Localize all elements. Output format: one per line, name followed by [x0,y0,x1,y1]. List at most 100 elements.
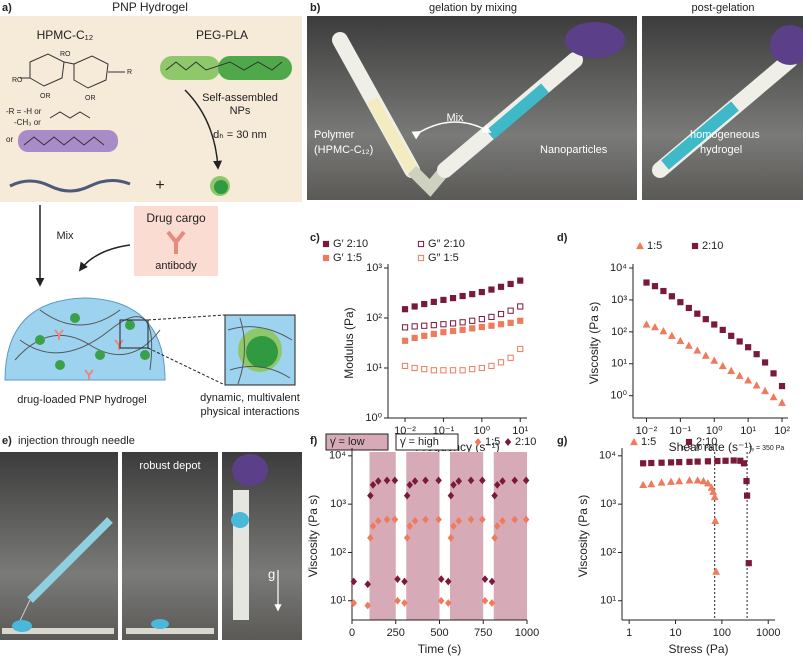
marker [676,459,683,466]
photo-caption: Nanoparticles [540,144,608,156]
legend-marker [417,240,425,248]
alkyl-chain-box [18,130,118,152]
marker [497,321,505,328]
legend-marker [474,438,482,446]
x-tick-label: 10⁻¹ [670,425,692,437]
marker [676,336,685,345]
y-axis-title: Viscosity (Pa s) [306,495,320,577]
marker [493,481,501,489]
legend-label: 2:10 [702,240,723,252]
marker [469,317,476,324]
y-tick-label: 10² [366,312,382,324]
ring-label: RO [60,51,71,58]
x-tick-label: 250 [387,627,405,639]
marker [699,476,708,485]
legend-label: G″ 2:10 [428,238,465,250]
legend-marker [417,254,425,262]
np-label: PEG-PLA [196,28,248,42]
marker [459,292,466,300]
marker [511,515,519,524]
panel-label: g) [557,435,568,447]
zoom-box [119,319,149,349]
zoom-lines [147,314,226,386]
photo [0,452,118,640]
marker [350,577,358,586]
marker [743,477,750,485]
marker [467,476,475,485]
marker [401,577,408,586]
marker [440,367,447,374]
y-tick-label: 10⁴ [610,262,627,274]
marker [640,460,647,467]
marker [455,477,463,485]
marker [511,476,519,485]
marker [435,515,442,524]
x-tick-label: 1000 [515,627,539,639]
marker [667,459,675,466]
x-tick-label: 750 [474,627,492,639]
marker [478,323,485,331]
marker [648,459,655,467]
marker [469,291,476,298]
marker [497,310,505,318]
marker [401,337,409,344]
r-definition: or [6,135,13,144]
panel-label: e) [2,435,12,447]
marker [481,575,489,584]
marker [710,356,719,364]
x-tick-label: 10⁰ [474,425,491,437]
marker [752,381,761,389]
marker [449,295,457,302]
y-tick-label: 10⁰ [365,412,382,424]
marker [367,491,374,500]
photo [122,452,218,640]
shaded-interval [369,452,396,620]
y-tick-label: 10³ [330,498,346,510]
marker [421,366,428,373]
marker [659,327,668,335]
marker [467,515,475,524]
marker [643,279,650,286]
marker [374,477,382,485]
x-tick-label: 10 [669,627,681,639]
marker [728,332,735,339]
ring-label: RO [12,77,23,84]
y-tick-label: 10¹ [600,595,616,607]
marker [383,476,391,485]
interaction-caption: dynamic, multivalent [200,392,300,404]
chain [165,61,283,71]
ring-label: OR [40,93,51,100]
photo-title: gelation by mixing [429,2,517,14]
marker [714,457,721,465]
legend-label: 1:5 [485,436,500,448]
interaction-caption: physical interactions [200,406,300,418]
marker [522,515,530,524]
marker [639,480,648,489]
marker [444,599,452,607]
marker [481,596,489,605]
syringes [332,22,803,197]
y-tick-label: 10² [611,326,627,338]
cargo-label: Drug cargo [146,211,206,225]
marker [736,338,743,345]
panel-label: a) [2,2,12,14]
marker [740,460,748,467]
y-tick-label: 10⁴ [329,450,346,462]
marker [421,322,428,329]
marker [401,324,409,331]
legend-label: 1:5 [647,240,662,252]
marker [422,476,429,485]
marker [411,364,418,372]
marker [478,316,485,323]
marker [701,351,710,359]
marker [488,577,496,586]
peg-block [160,56,220,80]
marker [422,515,429,524]
marker [675,476,684,485]
photo-details [2,454,282,634]
marker [350,599,358,607]
marker [391,515,399,524]
x-tick-label: 0 [349,627,355,639]
x-tick-label: 10¹ [512,425,528,437]
